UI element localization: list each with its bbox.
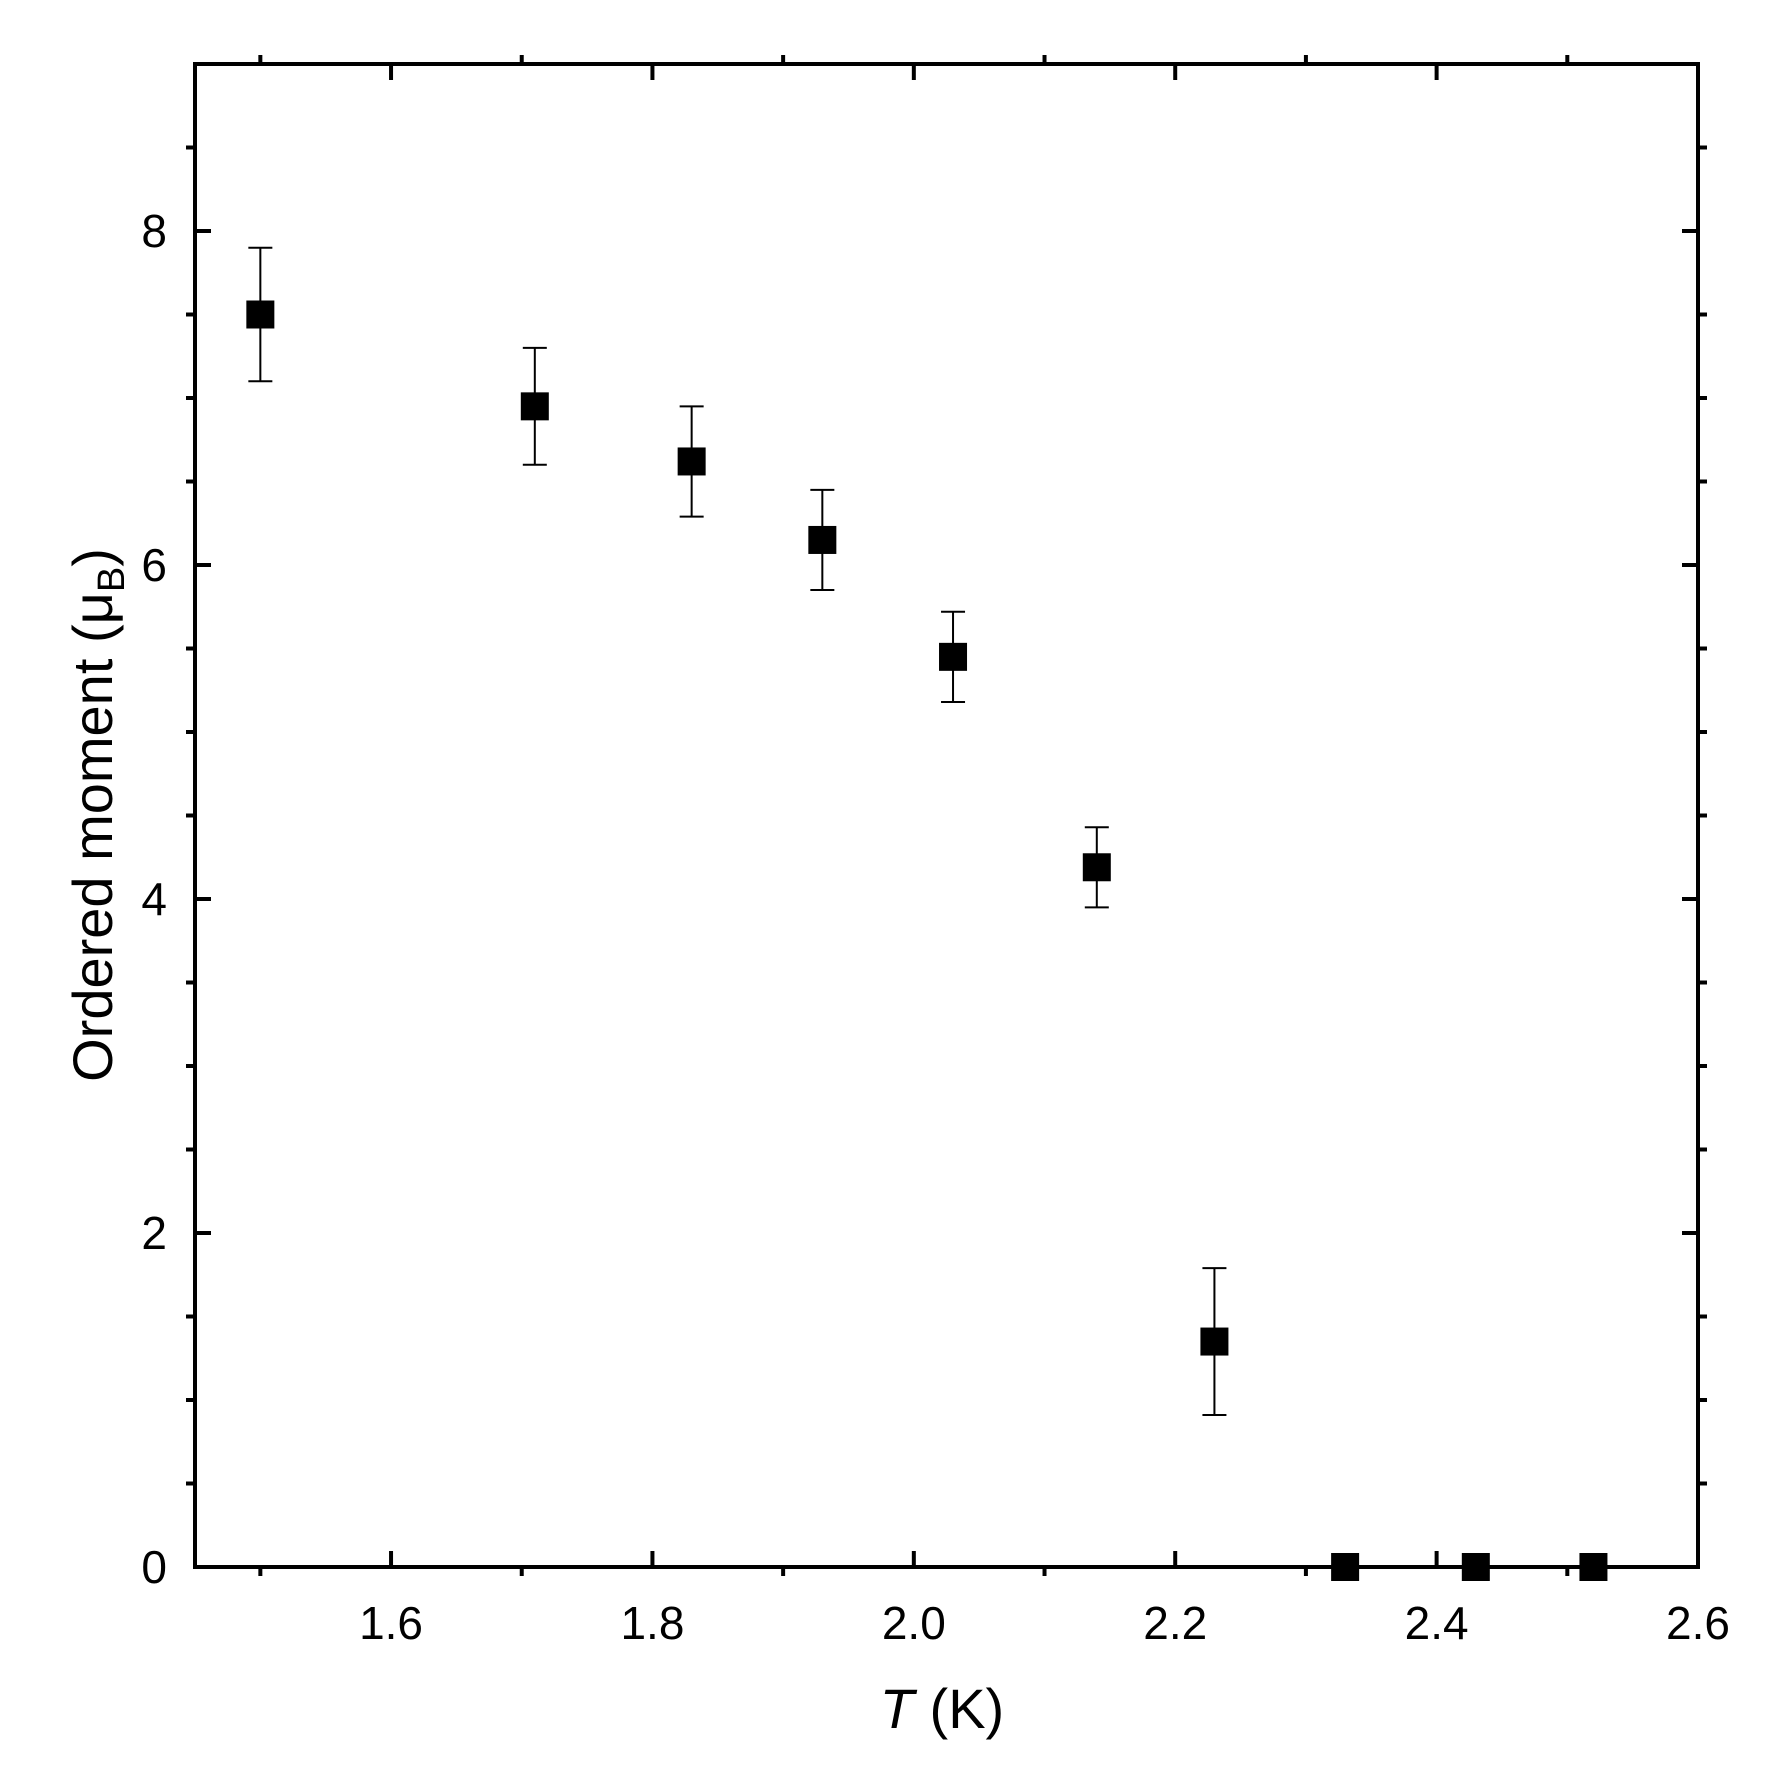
x-tick-labels: 1.6 1.8 2.0 2.2 2.4 2.6 bbox=[359, 1597, 1730, 1649]
y-tick-label: 6 bbox=[141, 539, 167, 591]
y-tick-label: 8 bbox=[141, 205, 167, 257]
data-point bbox=[677, 447, 706, 476]
data-point bbox=[808, 525, 837, 554]
x-axis-label-unit: (K) bbox=[914, 1677, 1004, 1740]
data-point bbox=[246, 300, 275, 329]
x-axis-label: T (K) bbox=[880, 1677, 1004, 1740]
data-point bbox=[939, 642, 968, 671]
x-tick-label: 2.0 bbox=[882, 1597, 946, 1649]
plot-frame bbox=[193, 62, 1700, 1569]
y-axis-label: Ordered moment (μB) bbox=[61, 548, 133, 1082]
data-points bbox=[246, 300, 1608, 1581]
axis-ticks bbox=[186, 55, 1707, 1576]
x-tick-label: 2.2 bbox=[1143, 1597, 1207, 1649]
x-tick-label: 1.6 bbox=[359, 1597, 423, 1649]
y-tick-label: 0 bbox=[141, 1541, 167, 1593]
y-tick-label: 4 bbox=[141, 873, 167, 925]
data-point bbox=[1082, 853, 1111, 882]
data-point bbox=[1200, 1327, 1229, 1356]
y-axis-label-close: ) bbox=[61, 548, 124, 567]
y-axis-label-main: Ordered moment (μ bbox=[61, 592, 124, 1082]
x-tick-label: 1.8 bbox=[620, 1597, 684, 1649]
data-point bbox=[520, 392, 549, 421]
y-axis-label-subscript: B bbox=[91, 567, 133, 592]
x-tick-label: 2.4 bbox=[1405, 1597, 1469, 1649]
x-tick-label: 2.6 bbox=[1666, 1597, 1730, 1649]
x-axis-label-variable: T bbox=[880, 1677, 918, 1740]
y-tick-labels: 0 2 4 6 8 bbox=[141, 205, 167, 1593]
error-bars bbox=[248, 246, 1227, 1417]
y-tick-label: 2 bbox=[141, 1207, 167, 1259]
